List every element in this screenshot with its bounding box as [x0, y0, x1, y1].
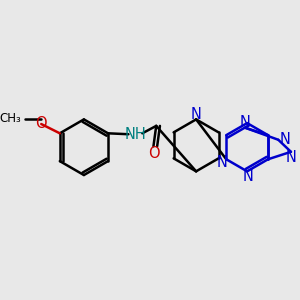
- Text: O: O: [148, 146, 160, 161]
- Text: N: N: [243, 169, 254, 184]
- Text: N: N: [286, 150, 296, 165]
- Text: N: N: [217, 155, 228, 170]
- Text: CH₃: CH₃: [0, 112, 21, 125]
- Text: N: N: [240, 115, 250, 130]
- Text: O: O: [35, 116, 47, 130]
- Text: NH: NH: [125, 127, 147, 142]
- Text: N: N: [191, 107, 202, 122]
- Text: N: N: [279, 132, 290, 147]
